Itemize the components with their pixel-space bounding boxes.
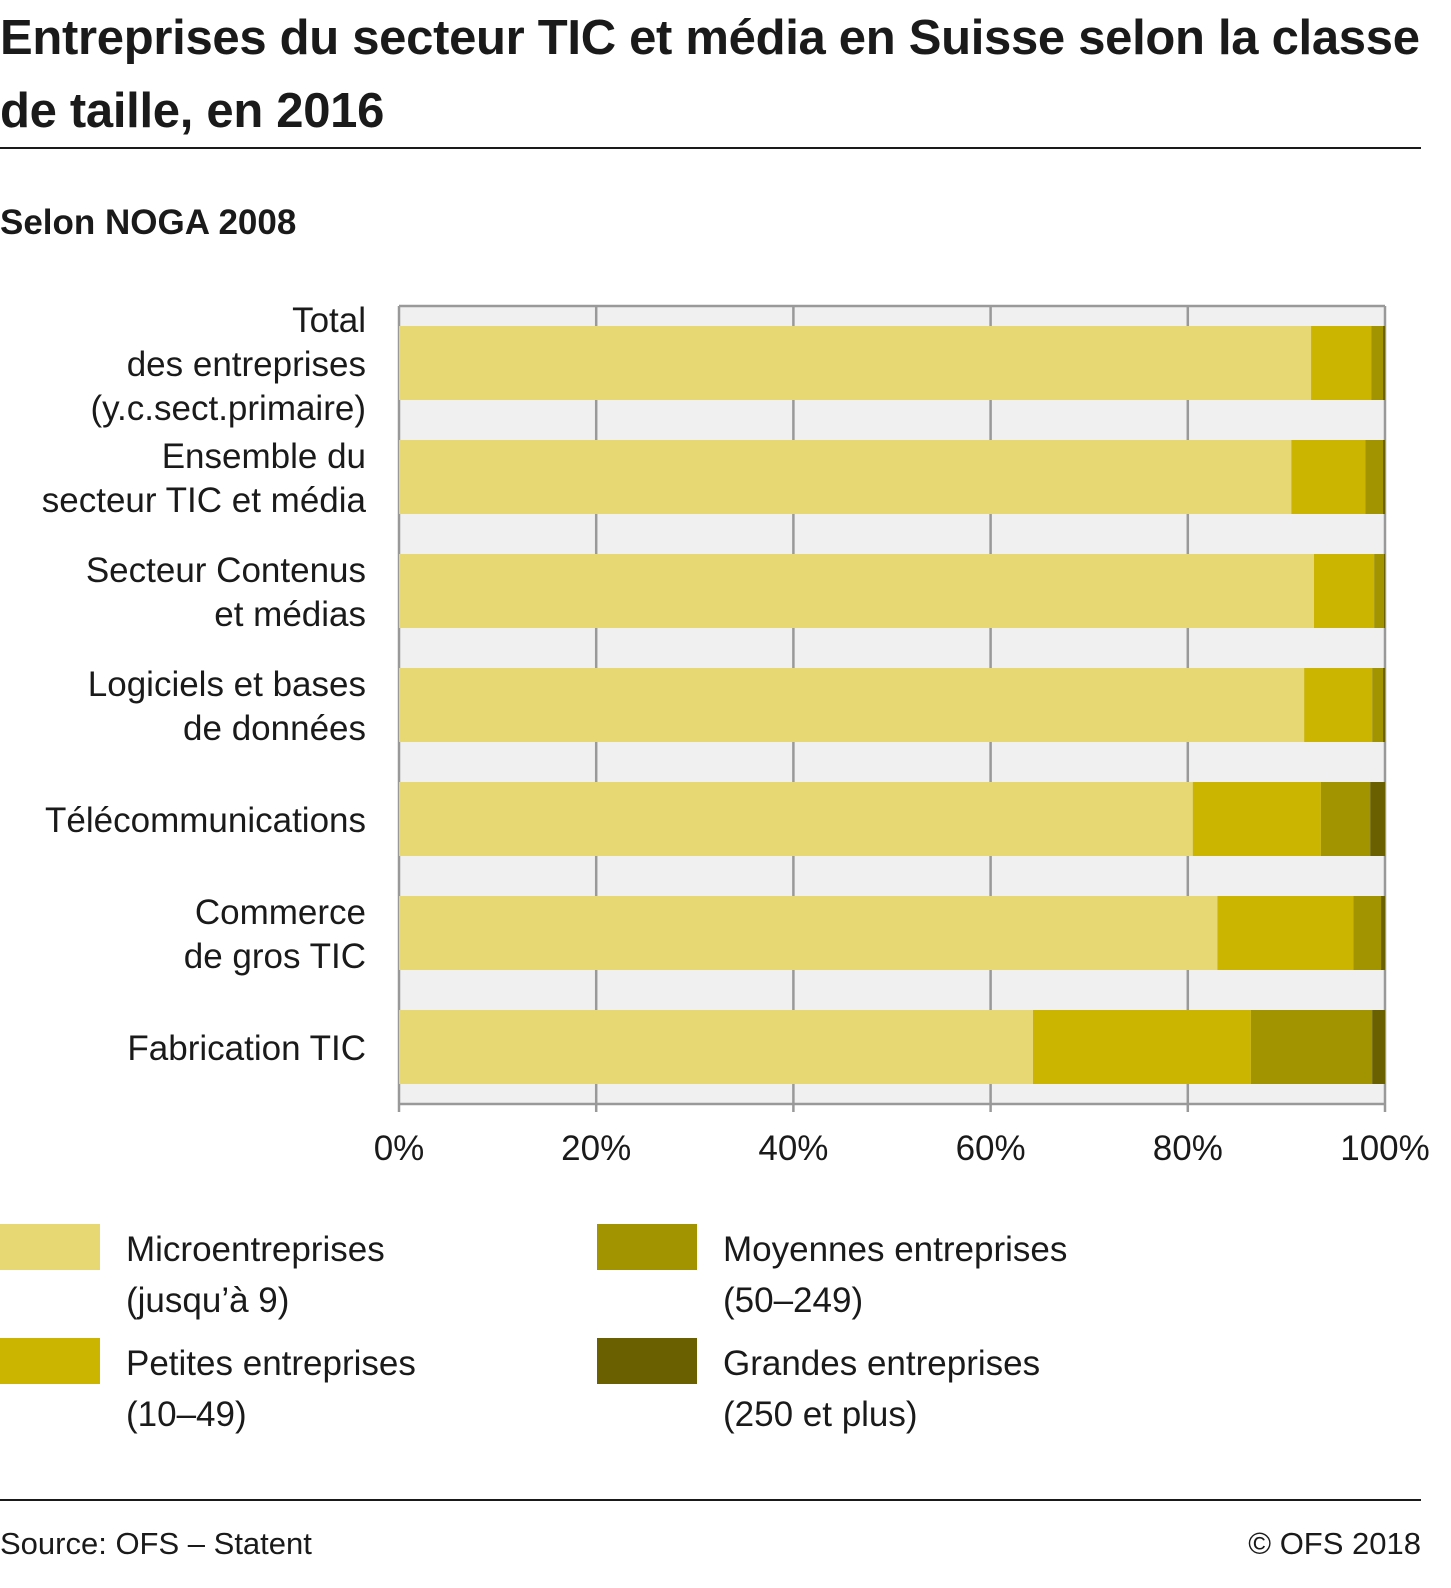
bar-segment-moyennes <box>1320 782 1371 856</box>
chart-subtitle: Selon NOGA 2008 <box>0 203 297 242</box>
bar-segment-micro <box>399 896 1218 970</box>
legend-item-grandes: Grandes entreprises (250 et plus) <box>597 1336 1157 1436</box>
copyright-note: © OFS 2018 <box>1248 1526 1421 1561</box>
bar-segment-petites <box>1291 440 1366 514</box>
bar-segment-petites <box>1192 782 1321 856</box>
bar-segment-petites <box>1311 326 1372 400</box>
bar-segment-micro <box>399 554 1315 628</box>
source-note: Source: OFS – Statent <box>0 1526 312 1561</box>
bar-segment-micro <box>399 326 1312 400</box>
bar-segment-grandes <box>1383 326 1385 400</box>
chart-title: Entreprises du secteur TIC et média en S… <box>0 11 1420 138</box>
category-label: Commerce de gros TIC <box>184 893 366 976</box>
bar-segment-grandes <box>1384 554 1385 628</box>
bar-segment-moyennes <box>1371 326 1384 400</box>
category-label: Ensemble du secteur TIC et média <box>42 437 367 520</box>
bar-segment-moyennes <box>1372 668 1384 742</box>
category-label: Télécommunications <box>45 801 366 840</box>
legend-swatch <box>597 1338 697 1384</box>
legend-swatch <box>0 1224 100 1270</box>
bar-segment-grandes <box>1381 896 1385 970</box>
category-label: Fabrication TIC <box>127 1029 366 1068</box>
x-tick-label: 80% <box>1153 1129 1223 1168</box>
x-tick-label: 60% <box>956 1129 1026 1168</box>
bar-segment-grandes <box>1383 668 1385 742</box>
legend-label: Petites entreprises (10–49) <box>126 1344 416 1434</box>
bar-segment-moyennes <box>1353 896 1382 970</box>
legend-label: Moyennes entreprises (50–249) <box>723 1230 1068 1320</box>
bar-segment-micro <box>399 440 1292 514</box>
legend-item-micro: Microentreprises (jusqu’à 9) <box>0 1222 560 1322</box>
category-label: Secteur Contenus et médias <box>86 551 366 634</box>
stacked-bar-chart: Total des entreprises (y.c.sect.primaire) E… <box>42 301 1430 1168</box>
bar-segment-micro <box>399 668 1305 742</box>
chart-legend: Microentreprises (jusqu’à 9) Petites entre… <box>0 1222 1451 1452</box>
bar-segment-petites <box>1314 554 1375 628</box>
bar-segment-micro <box>399 1010 1033 1084</box>
bar-segment-grandes <box>1372 1010 1385 1084</box>
legend-item-petites: Petites entreprises (10–49) <box>0 1336 560 1436</box>
category-label: Logiciels et bases de données <box>88 665 366 748</box>
bar-segment-moyennes <box>1365 440 1384 514</box>
legend-swatch <box>0 1338 100 1384</box>
bar-segment-micro <box>399 782 1193 856</box>
legend-label: Grandes entreprises (250 et plus) <box>723 1344 1041 1434</box>
legend-item-moyennes: Moyennes entreprises (50–249) <box>597 1222 1157 1322</box>
bar-segment-grandes <box>1383 440 1385 514</box>
x-tick-label: 40% <box>758 1129 828 1168</box>
footer-rule <box>0 1499 1421 1501</box>
legend-swatch <box>597 1224 697 1270</box>
bar-segment-moyennes <box>1374 554 1385 628</box>
bar-segment-petites <box>1217 896 1354 970</box>
bar-segment-grandes <box>1370 782 1385 856</box>
x-tick-label: 100% <box>1340 1129 1430 1168</box>
title-rule <box>0 147 1421 149</box>
x-tick-label: 0% <box>374 1129 425 1168</box>
bar-segment-moyennes <box>1250 1010 1373 1084</box>
bar-segment-petites <box>1032 1010 1251 1084</box>
legend-label: Microentreprises (jusqu’à 9) <box>126 1230 385 1320</box>
bar-segment-petites <box>1304 668 1373 742</box>
x-tick-label: 20% <box>561 1129 631 1168</box>
category-label: Total des entreprises (y.c.sect.primaire) <box>91 301 367 428</box>
